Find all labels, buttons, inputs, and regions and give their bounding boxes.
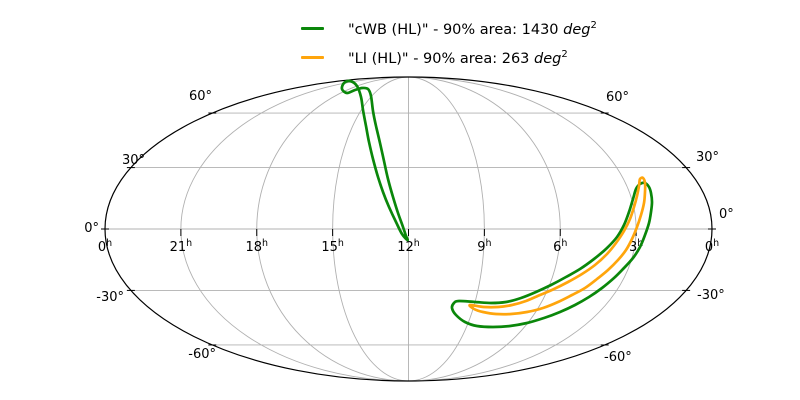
legend-label-cwb: "cWB (HL)" - 90% area: 1430 deg2 — [348, 20, 597, 38]
hour-label-0h: 0h — [705, 238, 719, 255]
lat-label-left-30: 30° — [122, 153, 145, 168]
li-contour-south — [468, 176, 647, 316]
lat-label-left-60: 60° — [189, 89, 212, 104]
legend-item-li: "LI (HL)" - 90% area: 263 deg2 — [301, 48, 597, 67]
hour-label-9h: 9h — [477, 238, 491, 255]
lat-label-right--60: -60° — [604, 350, 632, 365]
legend: "cWB (HL)" - 90% area: 1430 deg2 "LI (HL… — [301, 19, 597, 77]
lat-label-right--30: -30° — [697, 288, 725, 303]
lat-label-right-60: 60° — [606, 90, 629, 105]
hour-label-15h: 15h — [321, 238, 344, 255]
legend-label-li: "LI (HL)" - 90% area: 263 deg2 — [348, 49, 568, 67]
lat-label-left--60: -60° — [188, 347, 216, 362]
cwb-contour-south — [450, 181, 654, 329]
hour-label-18h: 18h — [245, 238, 268, 255]
lat-label-right-30: 30° — [696, 150, 719, 165]
legend-line-cwb — [301, 26, 324, 30]
cwb-contour-north — [340, 79, 410, 242]
lat-label-left-0: 0° — [84, 221, 99, 236]
hour-label-0h: 0h — [98, 238, 112, 255]
lat-label-right-0: 0° — [719, 207, 734, 222]
legend-item-cwb: "cWB (HL)" - 90% area: 1430 deg2 — [301, 19, 597, 38]
hour-label-12h: 12h — [397, 238, 420, 255]
hour-label-6h: 6h — [553, 238, 567, 255]
lat-label-left--30: -30° — [96, 290, 124, 305]
legend-line-li — [301, 55, 324, 59]
hour-label-21h: 21h — [170, 238, 193, 255]
